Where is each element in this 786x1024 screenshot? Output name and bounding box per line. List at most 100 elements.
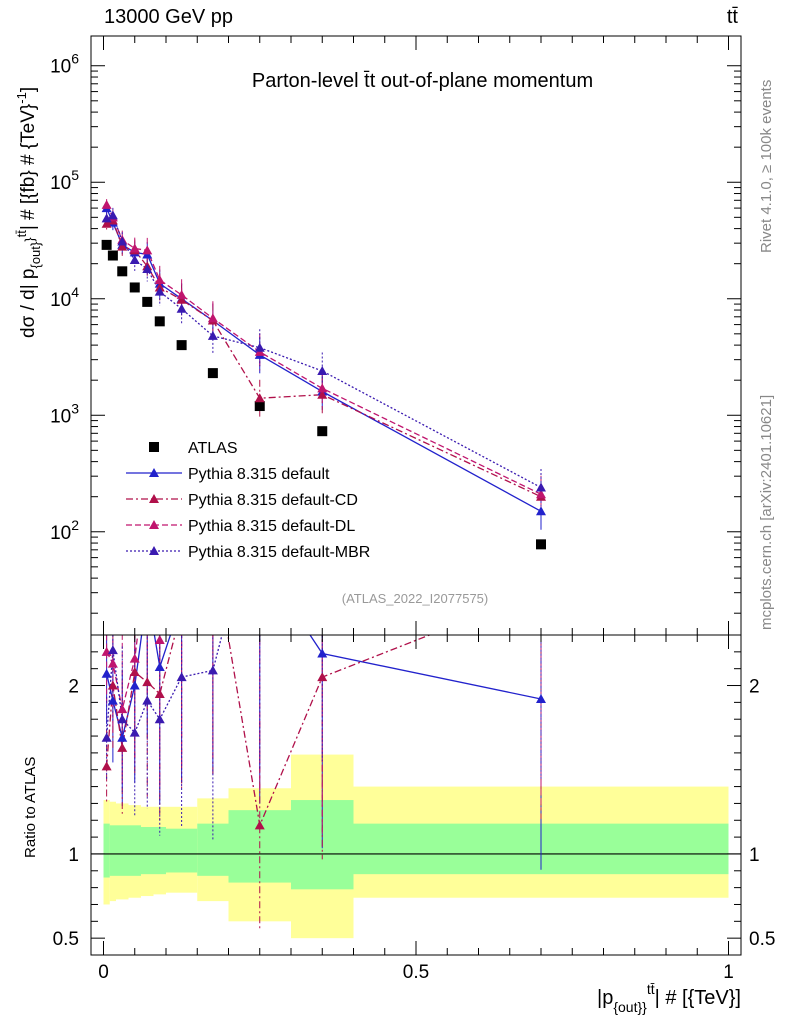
y-tick-label: 103	[50, 400, 79, 427]
point-3-9	[317, 383, 328, 393]
point-4-9	[317, 365, 328, 375]
point-3-5	[154, 274, 165, 284]
point-0-3	[129, 282, 140, 293]
ratio-point-2-2	[117, 742, 128, 752]
main-line-group-4	[106, 214, 542, 489]
legend-marker	[149, 494, 159, 503]
legend-item-2: Pythia 8.315 default-CD	[126, 492, 358, 509]
main-markers-2	[101, 215, 546, 501]
point-2-9	[317, 389, 328, 399]
point-0-2	[117, 266, 128, 277]
legend-marker	[149, 546, 159, 555]
ratio-line-1	[105, 635, 542, 738]
y-tick-label: 102	[50, 517, 79, 544]
ratio-point-1-2	[117, 732, 128, 742]
ratio-point-3-2	[117, 704, 128, 714]
band-inner-4	[141, 827, 154, 875]
point-4-2	[117, 236, 128, 246]
rivet-label: Rivet 4.1.0, ≥ 100k events	[758, 79, 775, 253]
ratio-point-4-7	[207, 665, 218, 675]
main-line-group-2	[106, 219, 542, 498]
main-line-2	[106, 219, 542, 498]
ratio-point-2-6	[177, 605, 187, 614]
ratio-point-1-0	[101, 668, 112, 678]
ratio-line-2	[105, 635, 432, 828]
point-4-0	[101, 213, 112, 223]
ratio-point-4-0	[101, 732, 112, 742]
ratio-point-4-1	[107, 645, 118, 655]
legend-label: ATLAS	[188, 440, 238, 457]
ratio-point-1-6	[177, 596, 187, 605]
point-4-4	[142, 264, 153, 274]
point-4-5	[154, 286, 165, 296]
ratio-markers-1	[101, 588, 546, 742]
band-inner-1	[109, 825, 116, 876]
point-4-1	[107, 210, 118, 220]
ratio-point-1-9	[317, 648, 328, 658]
ratio-point-3-6	[177, 563, 187, 572]
point-4-7	[207, 330, 218, 340]
legend: ATLAS Pythia 8.315 default Pythia 8.315 de…	[126, 440, 370, 561]
ratio-point-4-3	[129, 727, 140, 737]
y-axis-label: dσ / d| p{out}}tt̄| # [{fb} # {TeV}-1]	[14, 87, 43, 338]
ratio-point-1-3	[129, 680, 140, 690]
ratio-point-2-5	[154, 688, 165, 698]
ratio-y-tick-label: 2	[68, 677, 79, 698]
ratio-markers-4	[101, 645, 218, 742]
legend-label: Pythia 8.315 default-CD	[188, 492, 358, 509]
ratio-line-group-2	[105, 635, 432, 828]
point-3-6	[176, 289, 187, 299]
chart-title: Parton-level t̄t out-of-plane momentum	[251, 70, 594, 92]
process-label: tt̄	[726, 6, 738, 28]
ratio-point-2-1	[107, 680, 118, 690]
ratio-point-2-0	[101, 761, 112, 771]
point-1-10	[536, 506, 546, 516]
band-inner-3	[128, 825, 141, 876]
point-0-6	[176, 340, 187, 351]
point-4-10	[536, 482, 546, 492]
ratio-point-1-4	[142, 588, 152, 597]
ratio-y-tick-label: 0.5	[53, 929, 79, 950]
point-0-0	[101, 239, 112, 250]
point-2-8	[254, 393, 265, 403]
band-inner-0	[103, 823, 110, 878]
ratio-y-tick-label-right: 2	[749, 677, 760, 698]
ratio-point-3-3	[129, 653, 140, 663]
ratio-point-2-3	[129, 667, 140, 677]
legend-item-0: ATLAS	[149, 440, 238, 457]
main-markers-3	[101, 199, 546, 499]
main-line-4	[106, 214, 542, 489]
x-tick-label: 0.5	[403, 962, 429, 983]
axis-labels: 0 0.5 1 102 103 104 105 106 0.5 0.5 1 1 2 2 dσ / d| p{…	[14, 51, 775, 1015]
point-3-4	[142, 245, 153, 255]
legend-item-3: Pythia 8.315 default-DL	[126, 518, 355, 535]
ratio-point-4-2	[117, 714, 128, 724]
point-4-3	[129, 255, 140, 265]
band-inner-6	[166, 828, 198, 873]
legend-item-1: Pythia 8.315 default	[126, 466, 330, 483]
point-3-0	[101, 199, 112, 209]
ratio-point-1-5	[154, 662, 165, 671]
x-tick-label: 1	[723, 962, 734, 983]
point-2-2	[117, 241, 128, 251]
mcplots-label: mcplots.cern.ch [arXiv:2401.10621]	[758, 394, 775, 630]
energy-label: 13000 GeV pp	[104, 6, 233, 28]
ratio-point-2-9	[317, 672, 328, 682]
axes	[90, 35, 742, 956]
ratio-point-3-1	[107, 658, 118, 668]
point-2-6	[176, 294, 187, 304]
point-0-9	[317, 426, 328, 437]
main-line-group-3	[106, 204, 542, 495]
legend-label: Pythia 8.315 default-MBR	[188, 544, 370, 561]
data-markers	[101, 199, 546, 830]
ratio-point-1-1	[107, 695, 118, 705]
y-tick-label: 105	[50, 167, 79, 194]
x-axis-label: |p{out}}tt̄| # [{TeV}]	[597, 981, 741, 1015]
ratio-point-1-10	[536, 694, 546, 703]
point-3-10	[536, 489, 546, 499]
point-0-5	[154, 316, 165, 327]
point-0-7	[207, 368, 218, 379]
band-inner-2	[116, 825, 129, 876]
ratio-markers-3	[101, 563, 187, 714]
